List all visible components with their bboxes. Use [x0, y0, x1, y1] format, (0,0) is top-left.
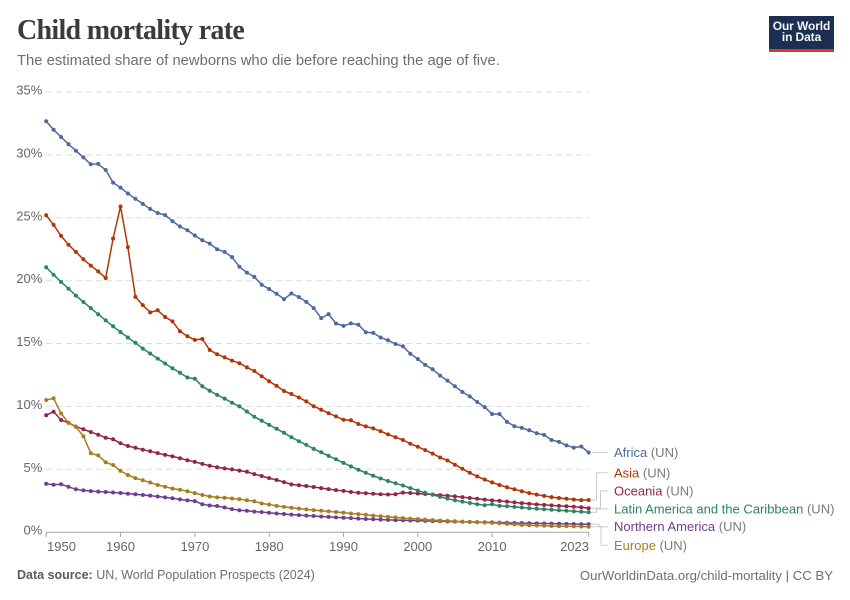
- svg-text:1970: 1970: [180, 539, 209, 554]
- svg-text:35%: 35%: [16, 83, 42, 98]
- svg-text:Asia (UN): Asia (UN): [614, 465, 670, 480]
- svg-text:2010: 2010: [478, 539, 507, 554]
- svg-text:15%: 15%: [16, 334, 42, 349]
- svg-text:Africa (UN): Africa (UN): [614, 445, 678, 460]
- svg-text:2023: 2023: [560, 539, 589, 554]
- svg-text:20%: 20%: [16, 271, 42, 286]
- svg-text:1960: 1960: [106, 539, 135, 554]
- svg-text:10%: 10%: [16, 397, 42, 412]
- svg-text:1990: 1990: [329, 539, 358, 554]
- svg-text:Northern America (UN): Northern America (UN): [614, 519, 746, 534]
- svg-text:Latin America and the Caribbea: Latin America and the Caribbean (UN): [614, 501, 834, 516]
- svg-text:Oceania (UN): Oceania (UN): [614, 483, 693, 498]
- svg-text:Europe (UN): Europe (UN): [614, 538, 687, 553]
- svg-text:2000: 2000: [403, 539, 432, 554]
- svg-text:0%: 0%: [24, 523, 43, 538]
- svg-text:1950: 1950: [47, 539, 76, 554]
- svg-text:25%: 25%: [16, 208, 42, 223]
- svg-text:30%: 30%: [16, 145, 42, 160]
- svg-text:5%: 5%: [24, 460, 43, 475]
- svg-text:1980: 1980: [255, 539, 284, 554]
